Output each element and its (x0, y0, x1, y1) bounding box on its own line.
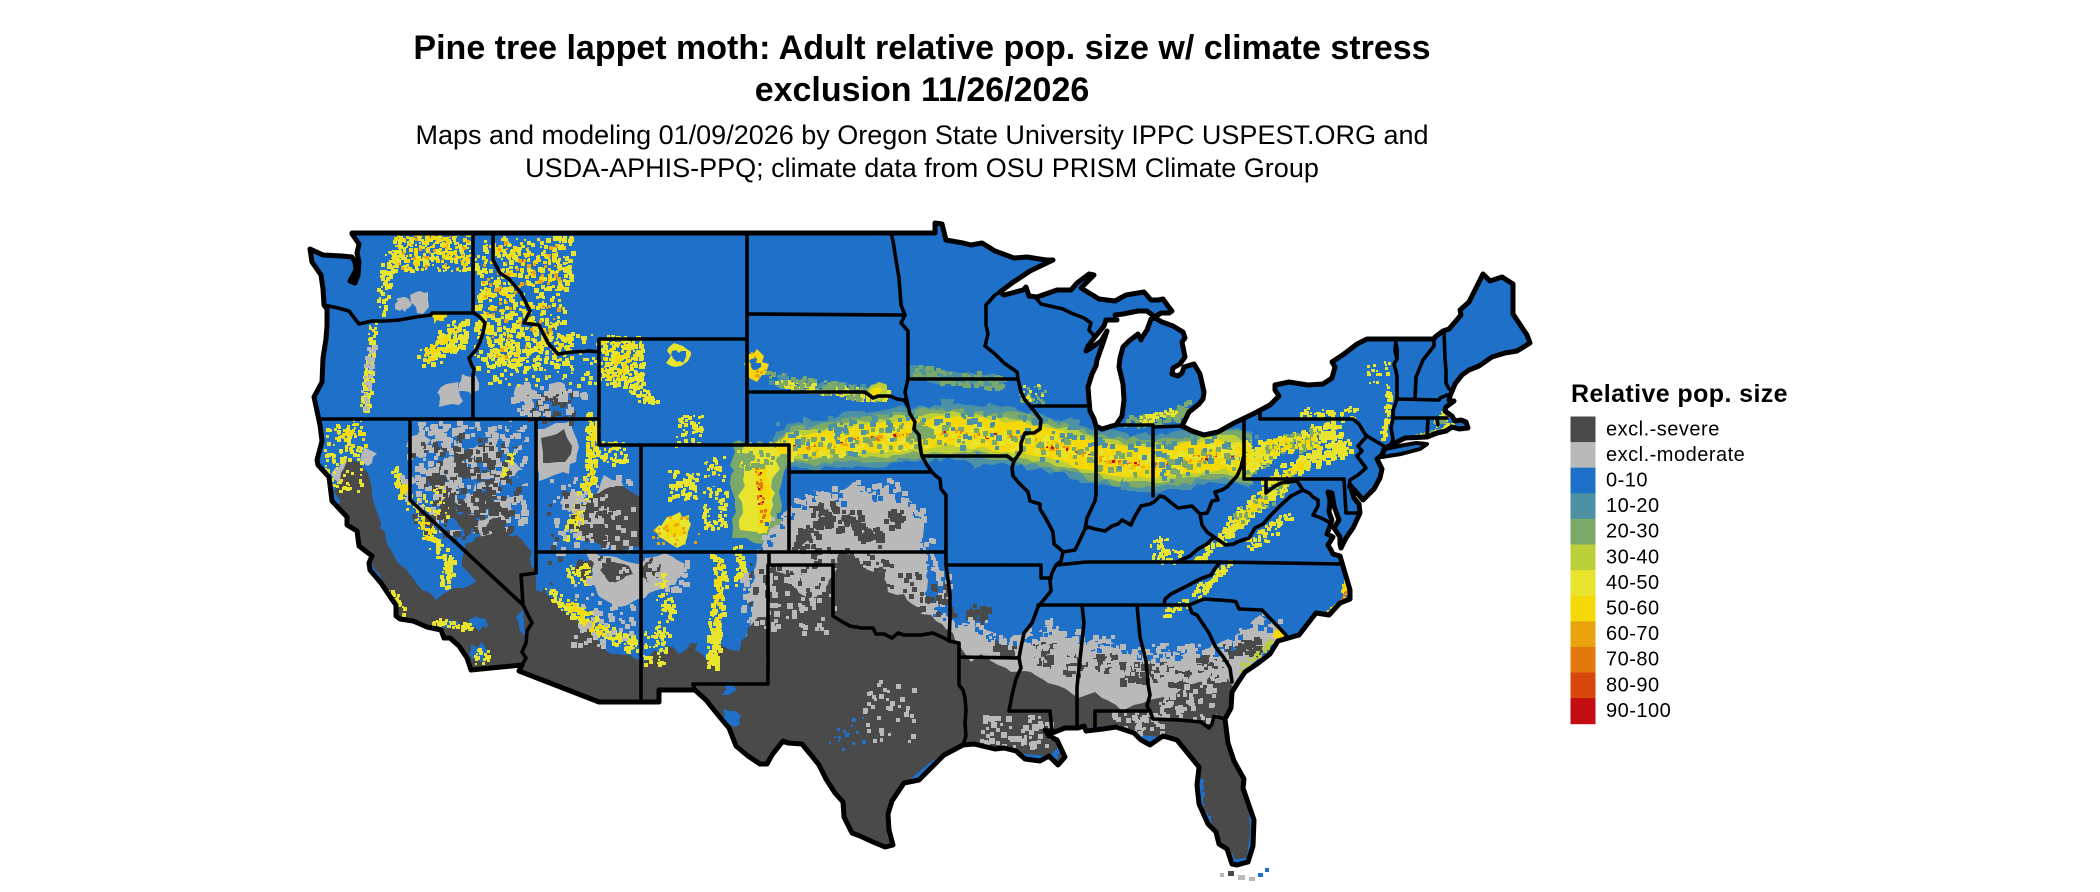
svg-text:Maps and modeling 01/09/2026 b: Maps and modeling 01/09/2026 by Oregon S… (415, 120, 1428, 150)
svg-text:Relative pop. size: Relative pop. size (1571, 380, 1788, 408)
svg-text:40-50: 40-50 (1606, 572, 1660, 594)
svg-text:10-20: 10-20 (1606, 495, 1660, 517)
svg-text:80-90: 80-90 (1606, 674, 1660, 696)
svg-text:0-10: 0-10 (1606, 470, 1648, 492)
svg-text:excl.-severe: excl.-severe (1606, 418, 1720, 440)
svg-text:Pine tree lappet moth: Adult r: Pine tree lappet moth: Adult relative po… (413, 29, 1430, 67)
svg-text:50-60: 50-60 (1606, 598, 1660, 620)
svg-text:60-70: 60-70 (1606, 623, 1660, 645)
svg-text:70-80: 70-80 (1606, 649, 1660, 671)
svg-text:90-100: 90-100 (1606, 700, 1671, 722)
svg-text:30-40: 30-40 (1606, 546, 1660, 568)
svg-text:excl.-moderate: excl.-moderate (1606, 444, 1745, 466)
svg-text:exclusion 11/26/2026: exclusion 11/26/2026 (755, 71, 1090, 109)
svg-text:USDA-APHIS-PPQ; climate data f: USDA-APHIS-PPQ; climate data from OSU PR… (525, 153, 1319, 183)
svg-text:20-30: 20-30 (1606, 521, 1660, 543)
